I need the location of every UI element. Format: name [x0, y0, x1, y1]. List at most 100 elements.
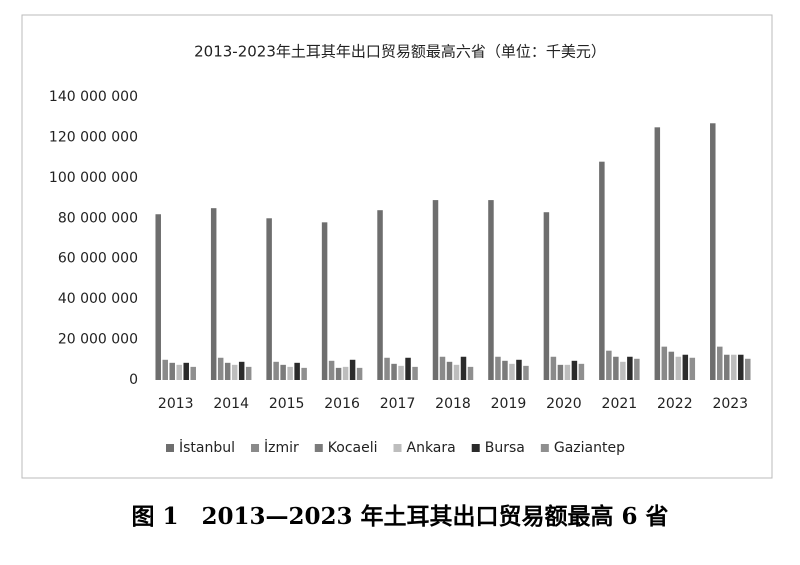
bar: [543, 212, 550, 380]
bar: [349, 359, 356, 380]
bar: [217, 357, 224, 380]
y-tick-label: 20 000 000: [58, 332, 138, 348]
x-tick-label: 2013: [158, 396, 194, 412]
legend-label: Ankara: [407, 440, 456, 456]
bar: [606, 350, 612, 380]
bar: [432, 200, 439, 380]
bar: [238, 361, 245, 380]
x-tick-label: 2016: [324, 396, 360, 412]
bar: [550, 356, 557, 380]
bar: [627, 356, 633, 380]
bar: [724, 354, 730, 380]
bar: [224, 362, 231, 380]
bar: [689, 357, 696, 380]
bar: [654, 127, 661, 380]
bar: [273, 361, 279, 380]
legend-swatch: [166, 444, 174, 452]
bar: [183, 362, 189, 380]
bar: [516, 359, 522, 380]
legend-label: İstanbul: [179, 438, 235, 456]
legend-swatch: [471, 444, 480, 452]
bar: [467, 366, 474, 380]
bar: [745, 358, 751, 380]
y-tick-label: 0: [129, 372, 138, 388]
x-tick-label: 2018: [435, 396, 471, 412]
x-tick-label: 2017: [380, 396, 416, 412]
legend-swatch: [251, 444, 260, 452]
bar: [710, 123, 716, 381]
bar: [162, 359, 168, 380]
bar: [391, 363, 397, 380]
bar: [266, 218, 272, 380]
bar: [169, 362, 175, 380]
bar: [398, 365, 404, 380]
bar: [301, 367, 307, 380]
bar: [502, 360, 508, 380]
bar: [328, 360, 335, 380]
bar: [245, 366, 252, 380]
legend-label: İzmir: [264, 438, 299, 456]
chart-frame: [21, 14, 773, 479]
x-tick-label: 2023: [712, 396, 748, 412]
bar: [668, 351, 675, 380]
bar: [613, 356, 619, 380]
x-tick-label: 2014: [213, 396, 249, 412]
bar: [578, 363, 585, 380]
bar: [342, 366, 349, 380]
y-tick-label: 40 000 000: [58, 291, 138, 307]
bar: [557, 364, 564, 380]
legend-swatch: [540, 444, 549, 452]
bar: [495, 356, 501, 380]
bar: [661, 346, 668, 380]
caption: 图 1 2013—2023 年土耳其出口贸易额最高 6 省: [131, 503, 668, 530]
bar: [384, 357, 390, 380]
bar: [738, 354, 744, 380]
x-tick-label: 2021: [602, 396, 638, 412]
x-tick-label: 2019: [491, 396, 527, 412]
bar: [509, 363, 515, 380]
bar: [731, 354, 737, 380]
bar: [377, 210, 383, 380]
legend-swatch: [314, 444, 323, 452]
bar: [190, 366, 196, 380]
bar: [280, 364, 286, 380]
y-tick-label: 140 000 000: [49, 89, 138, 105]
bar: [453, 364, 460, 380]
x-tick-label: 2022: [657, 396, 693, 412]
bar: [564, 364, 571, 380]
bar: [412, 366, 418, 380]
bar: [682, 354, 689, 380]
x-tick-label: 2020: [546, 396, 582, 412]
chart-title: 2013-2023年土耳其年出口贸易额最高六省（单位：千美元）: [194, 43, 606, 61]
y-tick-label: 60 000 000: [58, 251, 138, 267]
bar: [460, 356, 467, 380]
bar: [675, 356, 682, 380]
bar: [439, 356, 446, 380]
bar: [620, 361, 626, 380]
bar: [571, 360, 578, 380]
bar: [356, 367, 363, 380]
bar: [523, 365, 529, 380]
bar: [321, 222, 328, 380]
y-tick-label: 100 000 000: [49, 170, 138, 186]
legend-label: Kocaeli: [328, 440, 378, 456]
y-tick-label: 120 000 000: [49, 129, 138, 145]
bar: [405, 357, 411, 380]
bar: [446, 361, 453, 380]
legend-swatch: [393, 444, 402, 452]
bar: [599, 161, 605, 380]
bar: [210, 208, 217, 380]
bar: [294, 362, 300, 380]
bar: [488, 200, 494, 380]
bar: [335, 367, 342, 380]
legend-label: Gaziantep: [554, 440, 625, 456]
y-tick-label: 80 000 000: [58, 210, 138, 226]
bar: [155, 214, 161, 380]
bar: [231, 364, 238, 380]
bar: [717, 346, 723, 380]
bar: [634, 358, 640, 380]
bar: [176, 364, 182, 380]
x-tick-label: 2015: [269, 396, 305, 412]
bar: [287, 366, 293, 380]
